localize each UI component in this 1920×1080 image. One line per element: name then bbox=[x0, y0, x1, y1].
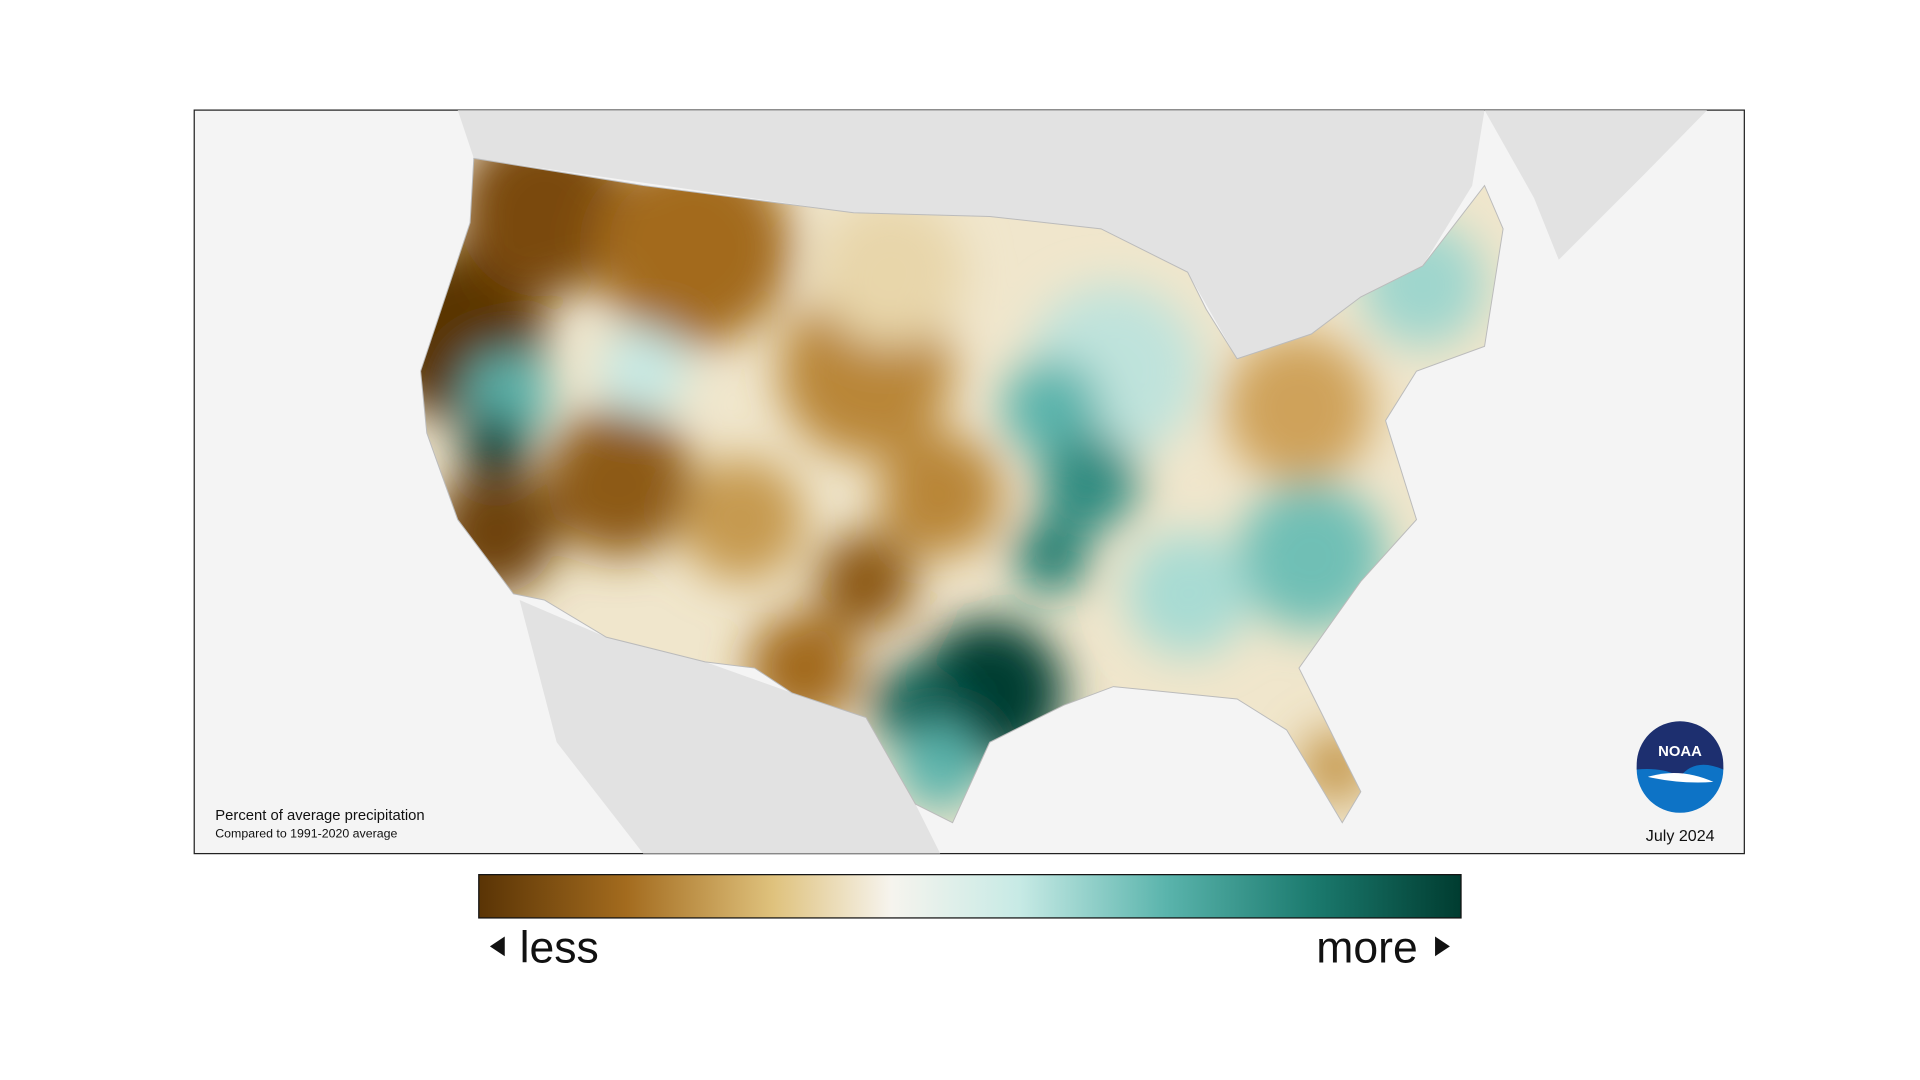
noaa-logo: NOAA bbox=[1636, 721, 1724, 813]
logo-text: NOAA bbox=[1658, 744, 1702, 760]
arrow-right bbox=[1435, 936, 1450, 957]
note-subtitle: Compared to 1991-2020 average bbox=[215, 827, 397, 841]
legend: less more bbox=[478, 874, 1462, 972]
legend-low: less bbox=[520, 923, 599, 972]
map-frame: Percent of average precipitation Compare… bbox=[193, 109, 1745, 855]
arrow-left bbox=[489, 936, 505, 957]
legend-high: more bbox=[1316, 923, 1417, 972]
color-bar bbox=[478, 874, 1462, 919]
note-title: Percent of average precipitation bbox=[215, 808, 424, 824]
date-label: July 2024 bbox=[1646, 827, 1715, 845]
